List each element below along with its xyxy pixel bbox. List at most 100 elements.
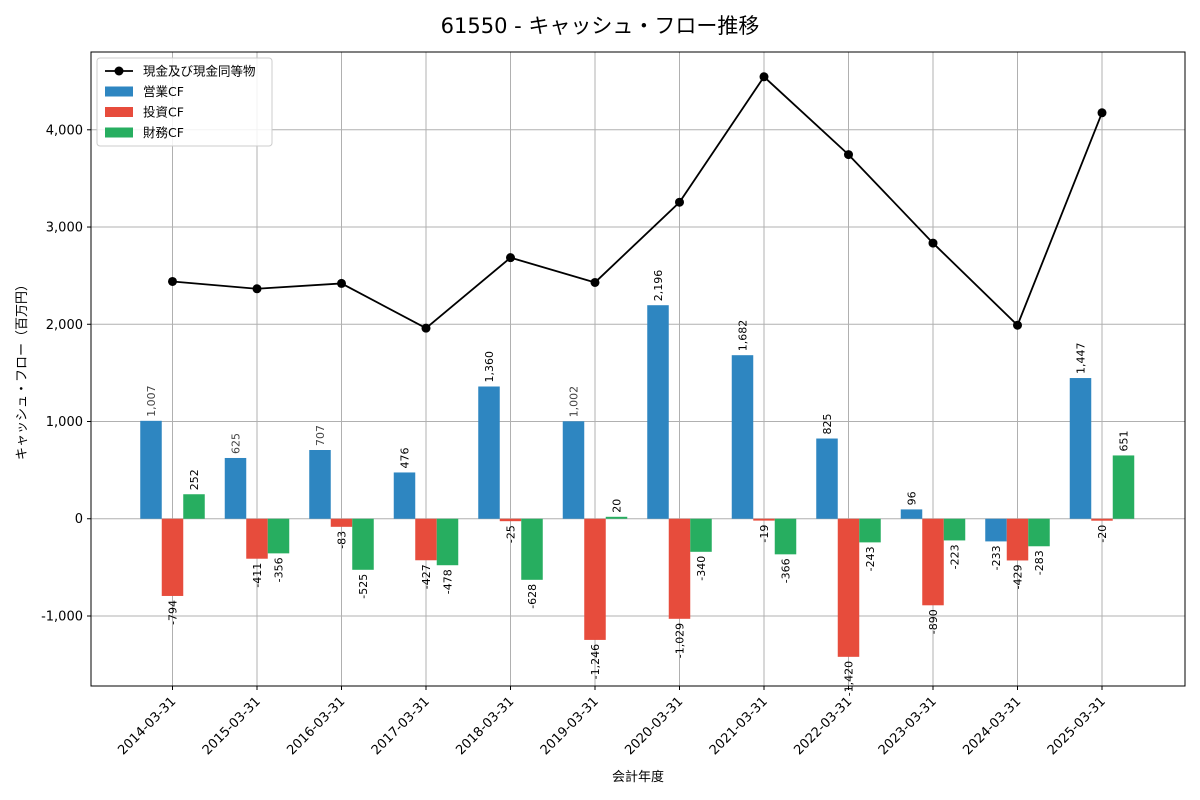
bar	[224, 457, 247, 519]
cash-point	[1097, 108, 1107, 118]
grid-layer	[91, 52, 1185, 686]
legend-label: 投資CF	[143, 105, 184, 120]
cash-point	[844, 150, 853, 160]
bar-value-label: -19	[758, 525, 771, 543]
bar-value-label: 476	[399, 447, 412, 468]
bar-value-label: -429	[1012, 564, 1025, 589]
cash-point	[928, 238, 938, 248]
cash-point	[506, 253, 515, 263]
x-tick-label: 2024-03-31	[960, 694, 1024, 758]
cash-point	[759, 72, 769, 82]
bar-value-label: -83	[336, 531, 349, 549]
bar-value-label: 1,360	[483, 351, 496, 383]
bar-value-label: 651	[1118, 430, 1131, 451]
legend-label: 営業CF	[143, 84, 184, 99]
cash-line	[172, 75, 1103, 330]
x-tick-label: 2021-03-31	[707, 694, 771, 758]
legend-bar-swatch	[105, 127, 133, 138]
bar	[393, 472, 416, 519]
cash-point	[590, 277, 600, 287]
line-layer	[168, 72, 1107, 333]
bar	[436, 518, 459, 566]
bar	[668, 518, 691, 619]
bar-value-label: -525	[357, 574, 370, 599]
bar-value-label: -243	[864, 546, 877, 571]
y-tick-label: 2,000	[46, 318, 83, 333]
bar	[753, 518, 775, 521]
bar	[985, 518, 1007, 542]
bar-value-label: -478	[442, 569, 455, 594]
y-ticks-layer: -1,000 0 1,000 2,000 3,000 4,000	[41, 123, 91, 624]
bar-value-label: 1,007	[145, 385, 158, 417]
bar-value-label: 825	[821, 414, 834, 435]
cash-point	[168, 276, 177, 286]
bar-value-label: -25	[505, 525, 518, 543]
legend-bar-swatch	[105, 107, 133, 117]
bar	[900, 509, 923, 519]
bar-value-label: -233	[990, 545, 1003, 570]
bar-value-label: 252	[188, 469, 201, 490]
bar	[1112, 455, 1135, 519]
legend-bar-swatch	[105, 86, 133, 97]
bar	[922, 518, 944, 606]
y-tick-label: -1,000	[41, 609, 83, 624]
bar-labels-layer: 1,007 625 707 476 1,360 1,002 2,196 1,682 825 96 -…	[145, 270, 1131, 697]
bar-value-label: -890	[927, 609, 940, 634]
bar	[183, 494, 205, 519]
bar-value-label: -1,029	[674, 623, 687, 658]
x-tick-label: 2014-03-31	[115, 694, 179, 758]
bar	[562, 421, 585, 519]
bar-value-label: 1,682	[737, 320, 750, 352]
bar-value-label: 625	[230, 433, 243, 454]
bar-value-label: -427	[420, 564, 433, 589]
bar	[837, 518, 860, 657]
x-ticks-layer: 2014-03-31 2015-03-31 2016-03-31 2017-03-31…	[115, 686, 1109, 758]
x-tick-label: 2022-03-31	[791, 694, 855, 758]
bar	[859, 518, 881, 543]
x-tick-label: 2019-03-31	[538, 694, 602, 758]
bar-value-label: -223	[949, 544, 962, 569]
bar	[731, 355, 754, 519]
bar	[309, 450, 331, 519]
x-tick-label: 2016-03-31	[284, 694, 348, 758]
bar	[1006, 518, 1029, 561]
bar-value-label: 707	[314, 425, 327, 446]
bar	[499, 518, 522, 522]
x-tick-label: 2020-03-31	[622, 694, 686, 758]
bar-value-label: -628	[526, 584, 539, 609]
bar-value-label: 1,447	[1075, 343, 1088, 375]
bar	[1028, 518, 1050, 547]
bar-value-label: -1,246	[589, 644, 602, 679]
bar-value-label: -283	[1033, 550, 1046, 575]
legend-label: 現金及び現金同等物	[143, 64, 256, 79]
bar-value-label: 20	[611, 499, 624, 513]
bar-value-label: -356	[273, 557, 286, 582]
bar-value-label: -794	[167, 600, 180, 625]
y-tick-label: 3,000	[46, 221, 83, 236]
bar	[647, 305, 669, 519]
bar	[352, 518, 374, 570]
bar	[690, 518, 712, 552]
bar	[161, 518, 184, 596]
y-tick-label: 0	[75, 512, 83, 527]
x-tick-label: 2017-03-31	[369, 694, 433, 758]
cash-point	[675, 197, 684, 207]
bar-value-label: -1,420	[843, 661, 856, 696]
bar-value-label: 1,002	[568, 386, 581, 418]
cash-point	[337, 278, 346, 288]
bar	[246, 518, 268, 559]
bar	[816, 438, 838, 519]
bar	[330, 518, 353, 527]
y-tick-label: 4,000	[46, 123, 83, 138]
cash-point	[1013, 320, 1022, 330]
bar	[521, 518, 543, 580]
x-tick-label: 2018-03-31	[453, 694, 517, 758]
bar-value-label: -340	[695, 556, 708, 581]
bar	[415, 518, 437, 561]
bar-value-label: 2,196	[652, 270, 665, 302]
x-axis-label: 会計年度	[612, 769, 664, 785]
bar	[1069, 378, 1092, 519]
x-tick-label: 2015-03-31	[200, 694, 264, 758]
